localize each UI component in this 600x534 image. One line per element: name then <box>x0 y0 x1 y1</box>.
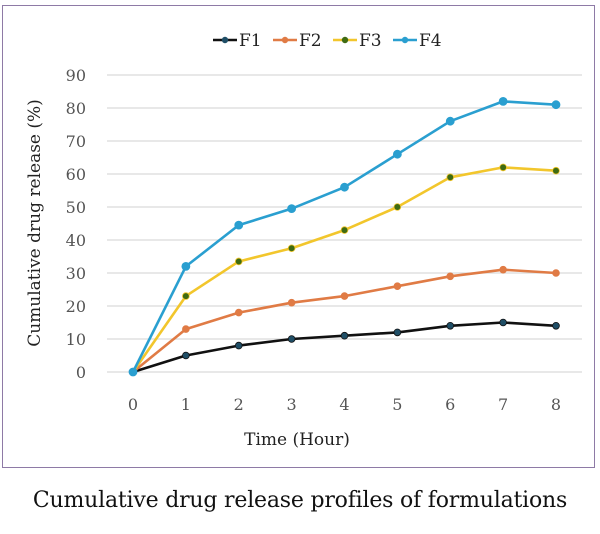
y-tick-label: 60 <box>66 165 86 184</box>
y-tick-label: 80 <box>66 99 86 118</box>
x-tick-label: 6 <box>445 395 455 414</box>
y-tick-label: 10 <box>66 330 86 349</box>
data-point <box>499 163 507 172</box>
data-point <box>287 244 296 253</box>
chart-frame <box>2 5 595 468</box>
data-point <box>287 204 297 214</box>
data-point <box>340 292 349 300</box>
legend-swatch-marker <box>281 36 289 44</box>
y-axis-title: Cumulative drug release (%) <box>25 99 45 347</box>
data-point <box>498 97 508 106</box>
data-point <box>446 321 455 330</box>
series-line-f3 <box>131 166 557 373</box>
data-point <box>234 341 243 350</box>
data-point <box>181 261 191 271</box>
legend-swatch-marker <box>221 36 229 44</box>
data-point <box>182 351 190 360</box>
x-tick-label: 8 <box>551 395 561 414</box>
legend-swatch-marker <box>341 36 349 44</box>
data-point <box>128 367 138 377</box>
data-point <box>340 182 349 192</box>
series-line-f2 <box>132 268 557 374</box>
data-point <box>552 321 560 330</box>
x-tick-label: 3 <box>287 395 297 414</box>
series-f2 <box>129 265 560 376</box>
data-point <box>393 203 402 211</box>
data-point <box>287 335 296 343</box>
data-point <box>446 173 455 182</box>
data-point <box>445 116 455 126</box>
x-tick-label: 2 <box>234 395 244 414</box>
x-tick-label: 7 <box>498 395 508 414</box>
legend-label: F3 <box>359 31 382 51</box>
x-tick-label: 5 <box>392 395 402 414</box>
x-axis-ticks: 0 1 2 3 4 5 6 7 8 <box>128 395 561 414</box>
data-point <box>552 166 560 175</box>
data-point <box>340 331 349 340</box>
x-axis-title: Time (Hour) <box>244 430 350 450</box>
gridlines <box>107 74 582 373</box>
y-tick-label: 70 <box>66 132 86 151</box>
series-lines <box>128 97 561 377</box>
legend-item-f3: F3 <box>333 31 382 51</box>
data-point <box>182 292 190 300</box>
data-point <box>551 100 561 110</box>
legend-label: F2 <box>299 31 322 51</box>
legend-label: F1 <box>239 31 262 51</box>
data-point <box>499 265 507 274</box>
y-tick-label: 30 <box>66 264 86 283</box>
legend-label: F4 <box>419 31 442 51</box>
y-axis-ticks: 0 10 20 30 40 50 60 70 80 90 <box>66 66 86 382</box>
figure-caption: Cumulative drug release profiles of form… <box>32 488 568 513</box>
series-f4 <box>128 97 561 377</box>
data-point <box>234 220 244 230</box>
data-point <box>393 328 402 337</box>
legend: F1 F2 F3 F4 <box>213 31 442 51</box>
y-tick-label: 90 <box>66 66 86 85</box>
series-line-f1 <box>132 321 557 374</box>
data-point <box>552 269 560 277</box>
y-tick-label: 0 <box>76 363 86 382</box>
x-tick-label: 1 <box>181 395 191 414</box>
data-point <box>393 282 402 291</box>
legend-item-f2: F2 <box>273 31 322 51</box>
data-point <box>234 308 243 317</box>
legend-item-f4: F4 <box>393 31 442 51</box>
data-point <box>446 272 455 281</box>
legend-item-f1: F1 <box>213 31 262 51</box>
data-point <box>234 257 243 266</box>
data-point <box>287 298 296 307</box>
data-point <box>499 318 507 327</box>
x-tick-label: 0 <box>128 395 138 414</box>
y-tick-label: 50 <box>66 198 86 217</box>
legend-swatch-marker <box>401 36 409 44</box>
x-tick-label: 4 <box>339 395 349 414</box>
series-line-f4 <box>131 100 557 373</box>
data-point <box>182 325 190 333</box>
data-point <box>392 149 402 159</box>
y-tick-label: 20 <box>66 297 86 316</box>
y-tick-label: 40 <box>66 231 86 250</box>
data-point <box>340 226 349 234</box>
